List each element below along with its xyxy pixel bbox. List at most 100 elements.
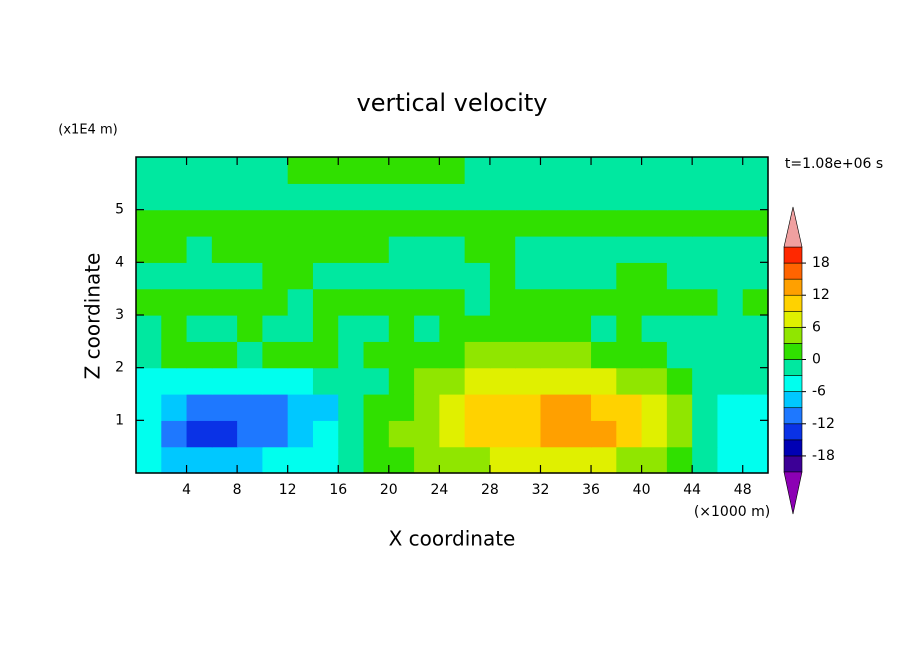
contour-cell — [591, 262, 617, 290]
contour-cell — [742, 157, 769, 184]
contour-cell — [565, 315, 592, 342]
contour-cell — [161, 420, 188, 448]
contour-cell — [414, 209, 440, 237]
contour-cell — [515, 367, 542, 395]
contour-cell — [414, 236, 440, 263]
contour-cell — [666, 236, 693, 263]
contour-cell — [540, 183, 567, 211]
contour-cell — [489, 341, 516, 369]
contour-cell — [515, 446, 542, 474]
contour-cell — [363, 157, 390, 184]
contour-cell — [287, 288, 314, 316]
contour-cell — [388, 288, 415, 316]
contour-cell — [616, 341, 643, 369]
contour-cell — [262, 183, 289, 211]
contour-cell — [186, 367, 213, 395]
contour-cell — [414, 262, 440, 290]
contour-cell — [464, 341, 491, 369]
contour-cell — [641, 288, 668, 316]
contour-cell — [717, 236, 744, 263]
contour-cell — [464, 236, 491, 263]
contour-cell — [136, 341, 162, 369]
contour-cell — [666, 315, 693, 342]
contour-cell — [262, 420, 289, 448]
contour-cell — [540, 262, 567, 290]
contour-cell — [439, 394, 466, 421]
contour-cell — [439, 209, 466, 237]
contour-cell — [489, 394, 516, 421]
contour-cell — [439, 367, 466, 395]
contour-cell — [540, 209, 567, 237]
contour-cell — [161, 446, 188, 474]
contour-cell — [414, 288, 440, 316]
contour-cell — [515, 262, 542, 290]
contour-cell — [742, 394, 769, 421]
contour-cell — [262, 209, 289, 237]
contour-cell — [338, 315, 365, 342]
contour-cell — [237, 341, 263, 369]
contour-cell — [439, 183, 466, 211]
colorbar-label: -6 — [812, 384, 826, 400]
contour-cell — [489, 446, 516, 474]
contour-cell — [489, 157, 516, 184]
colorbar-over — [783, 206, 803, 248]
contour-cell — [237, 446, 263, 474]
contour-cell — [565, 288, 592, 316]
contour-cell — [338, 446, 365, 474]
contour-cell — [136, 367, 162, 395]
contour-cell — [414, 341, 440, 369]
contour-cell — [742, 209, 769, 237]
contour-cell — [312, 394, 339, 421]
contour-cell — [717, 157, 744, 184]
colorbar-under — [783, 471, 803, 515]
contour-cell — [338, 236, 365, 263]
contour-cell — [161, 209, 188, 237]
contour-cell — [388, 157, 415, 184]
contour-cell — [186, 288, 213, 316]
contour-cell — [186, 209, 213, 237]
contour-cell — [515, 341, 542, 369]
contour-cell — [489, 420, 516, 448]
contour-cell — [565, 420, 592, 448]
contour-cell — [565, 394, 592, 421]
contour-cell — [591, 446, 617, 474]
contour-cell — [237, 183, 263, 211]
contour-cell — [515, 236, 542, 263]
contour-cell — [312, 420, 339, 448]
contour-cell — [136, 183, 162, 211]
contour-cell — [540, 420, 567, 448]
contour-cell — [641, 315, 668, 342]
contour-cell — [565, 446, 592, 474]
contour-cell — [641, 183, 668, 211]
contour-cell — [565, 367, 592, 395]
contour-cell — [464, 209, 491, 237]
contour-cell — [591, 236, 617, 263]
contour-cell — [287, 341, 314, 369]
contour-cell — [692, 236, 719, 263]
contour-cell — [363, 209, 390, 237]
y-axis-label: Z coordinate — [81, 253, 105, 380]
colorbar-box — [783, 423, 803, 441]
colorbar-box — [783, 278, 803, 296]
contour-cell — [312, 315, 339, 342]
chart-title: vertical velocity — [357, 89, 548, 117]
colorbar-box — [783, 455, 803, 473]
contour-cell — [312, 262, 339, 290]
contour-cell — [388, 315, 415, 342]
contour-cell — [692, 394, 719, 421]
contour-cell — [591, 183, 617, 211]
contour-cell — [338, 367, 365, 395]
contour-cell — [666, 367, 693, 395]
contour-cell — [464, 315, 491, 342]
x-tick-label: 48 — [734, 482, 752, 498]
contour-cell — [641, 446, 668, 474]
contour-cell — [692, 367, 719, 395]
contour-cell — [666, 157, 693, 184]
contour-cell — [641, 262, 668, 290]
contour-cell — [515, 420, 542, 448]
contour-cell — [237, 394, 263, 421]
contour-cell — [363, 288, 390, 316]
contour-cell — [540, 394, 567, 421]
contour-cell — [414, 420, 440, 448]
contour-cell — [237, 367, 263, 395]
